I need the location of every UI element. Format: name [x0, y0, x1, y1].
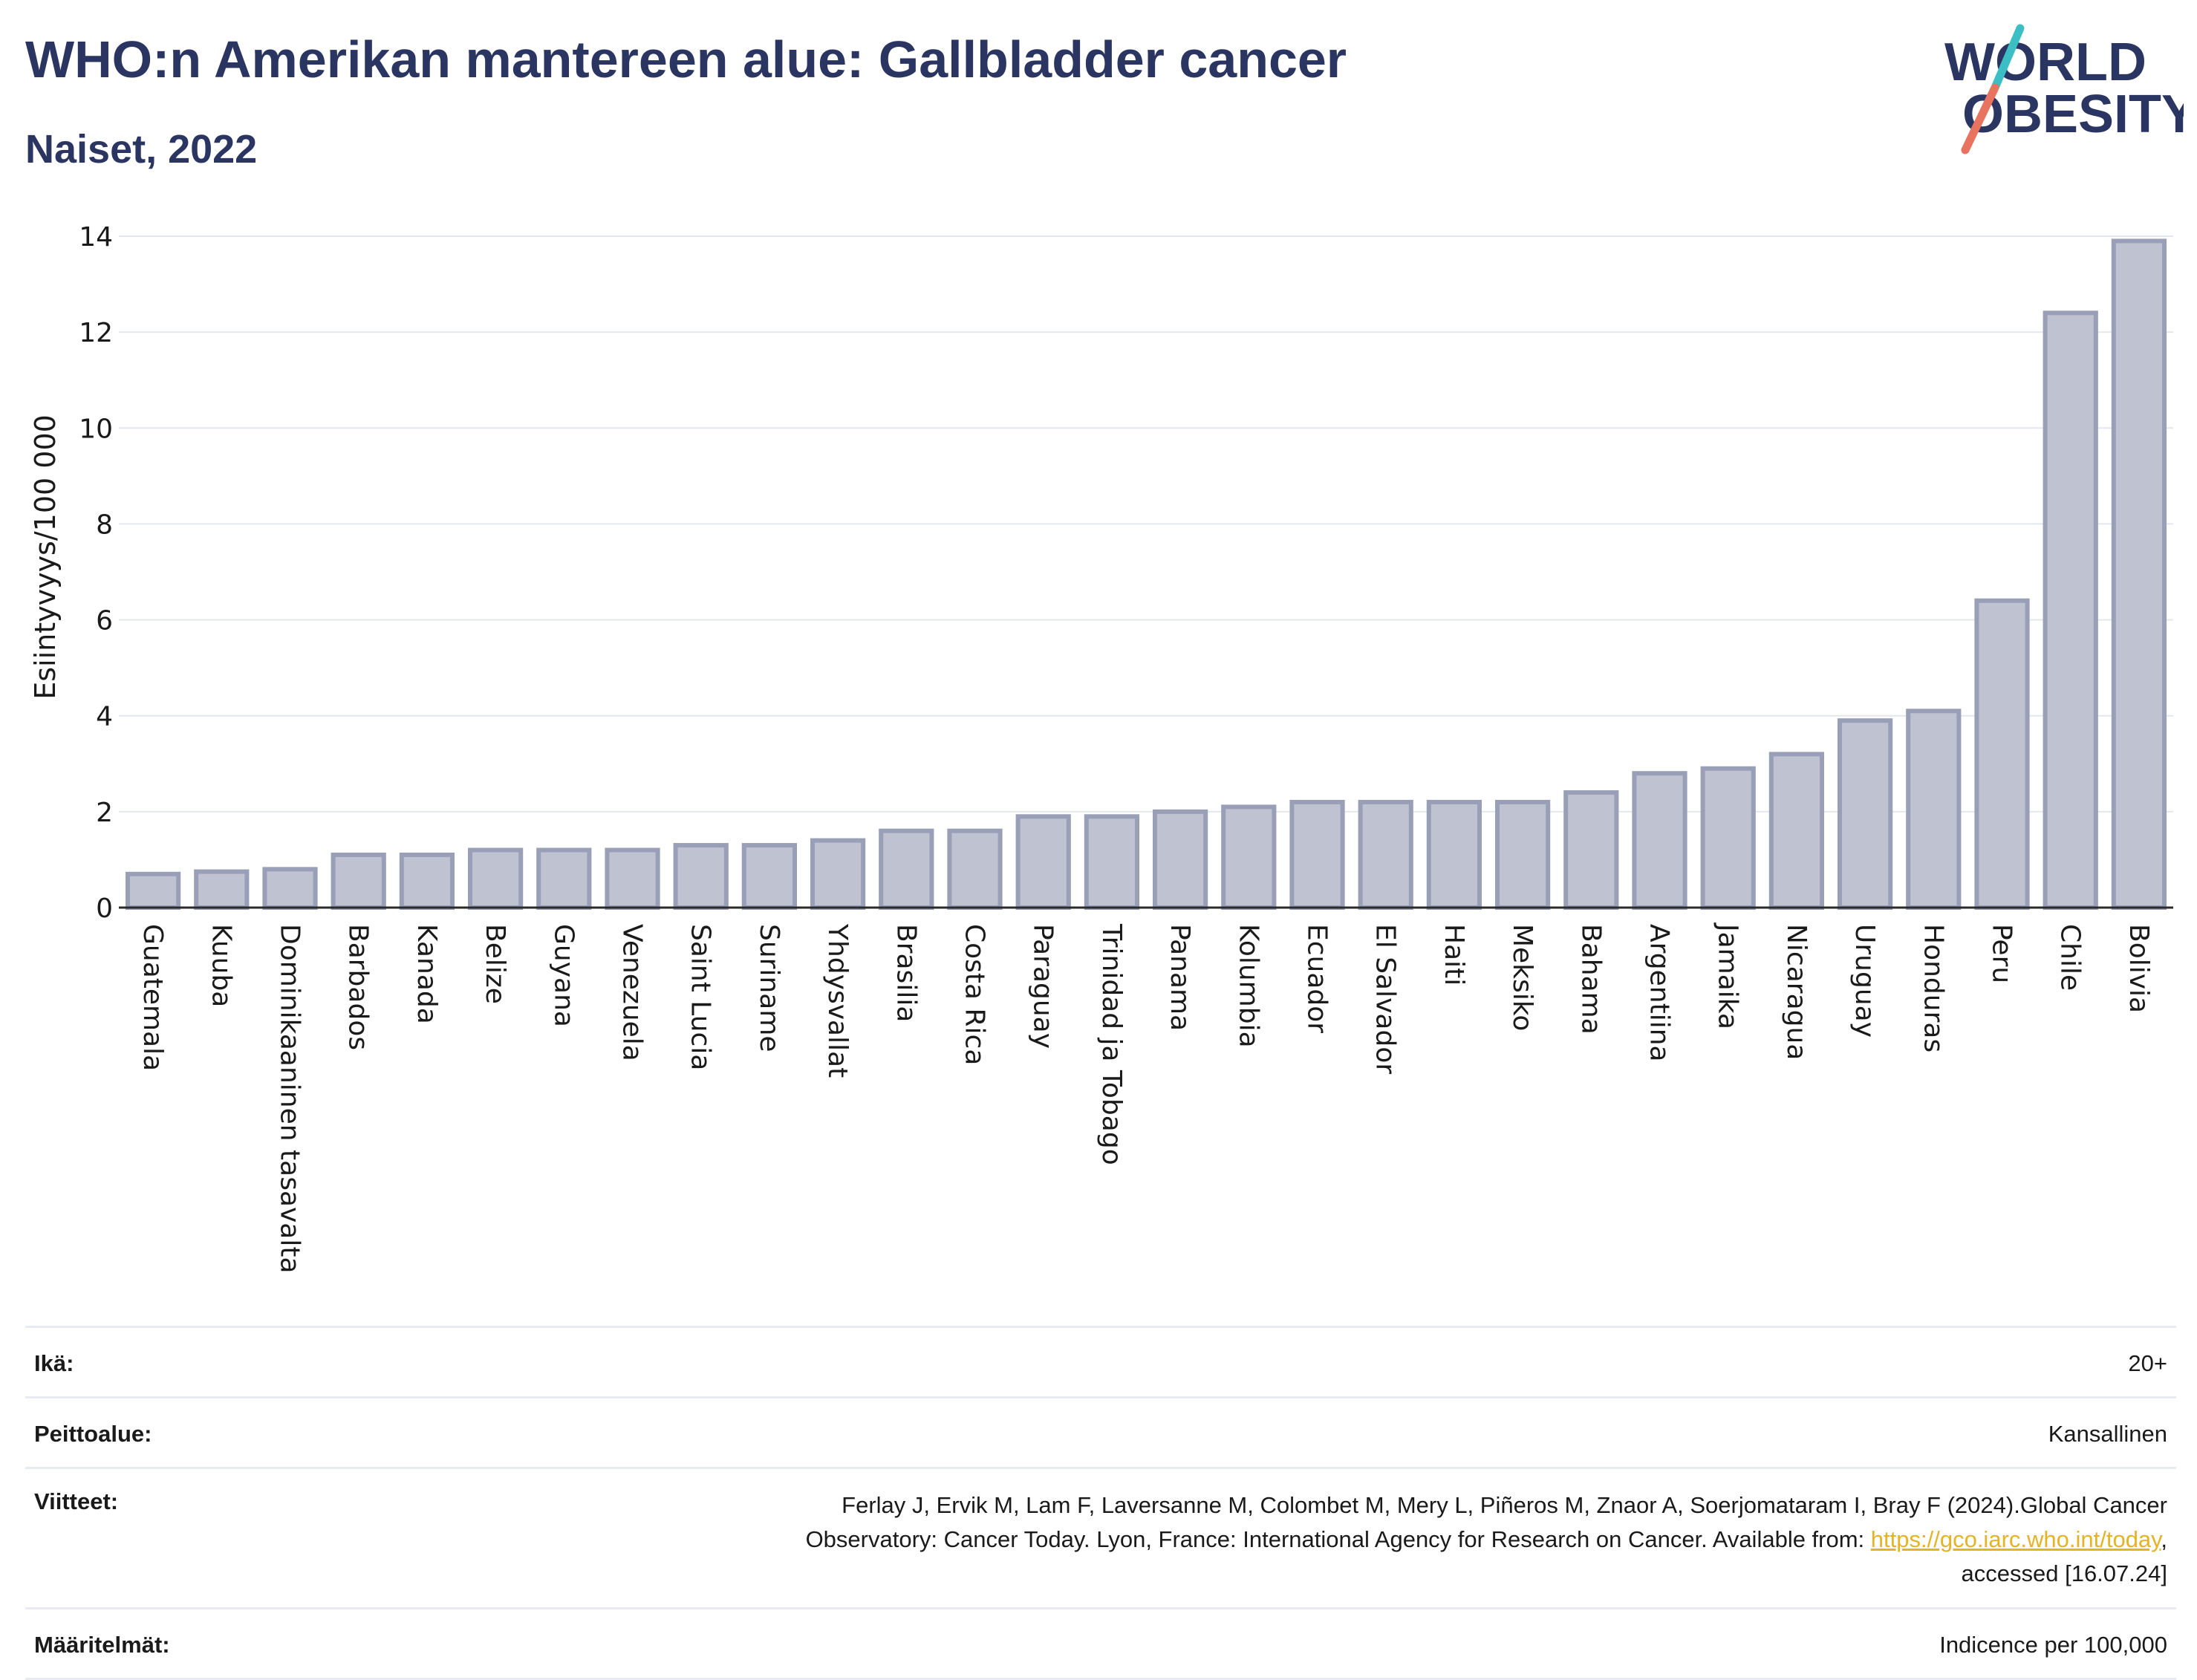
bar-kanada — [399, 852, 455, 911]
meta-row-references: Viitteet: Ferlay J, Ervik M, Lam F, Lave… — [25, 1467, 2176, 1607]
references-value: Ferlay J, Ervik M, Lam F, Laversanne M, … — [806, 1488, 2167, 1591]
gridlines — [119, 235, 2173, 813]
metadata-table: Ikä: 20+ Peittoalue: Kansallinen Viittee… — [25, 1326, 2176, 1680]
x-tick-label: Suriname — [754, 924, 784, 1052]
x-tick-label: Trinidad ja Tobago — [1096, 923, 1127, 1165]
x-tick-label: Honduras — [1918, 924, 1948, 1052]
definitions-label: Määritelmät: — [34, 1632, 170, 1658]
meta-row-definitions: Määritelmät: Indicence per 100,000 — [25, 1607, 2176, 1680]
x-tick-label: Kuuba — [206, 924, 236, 1007]
x-tick-label: El Salvador — [1370, 924, 1401, 1074]
bar-dominikaaninen-tasavalta — [262, 867, 318, 911]
bar-bahama — [1563, 790, 1619, 910]
bar-bolivia — [2111, 238, 2167, 910]
chart-title: WHO:n Amerikan mantereen alue: Gallbladd… — [25, 30, 1347, 88]
x-axis-labels: Guatemala Kuuba Dominikaaninen tasavalta Ba… — [137, 922, 2154, 1274]
x-tick-label: Argentiina — [1644, 924, 1675, 1062]
x-tick-label: Saint Lucia — [686, 924, 716, 1070]
y-tick-label: 2 — [96, 798, 113, 828]
bar-argentiina — [1632, 771, 1687, 910]
x-tick-label: Brasilia — [891, 924, 921, 1022]
x-tick-label: Peru — [1987, 924, 2017, 983]
bar-jamaika — [1700, 766, 1756, 910]
y-tick-label: 0 — [96, 893, 113, 924]
bar-belize — [467, 847, 524, 910]
y-tick-label: 6 — [96, 606, 113, 636]
bar-nicaragua — [1768, 752, 1825, 910]
x-tick-label: Belize — [480, 924, 510, 1004]
x-tick-label: Paraguay — [1028, 924, 1058, 1049]
x-tick-label: Ecuador — [1302, 924, 1332, 1033]
definitions-value: Indicence per 100,000 — [1939, 1632, 2167, 1658]
x-tick-label: Venezuela — [617, 924, 648, 1061]
y-tick-label: 12 — [79, 318, 113, 348]
references-line1: Ferlay J, Ervik M, Lam F, Laversanne M, … — [842, 1492, 2167, 1518]
x-tick-label: Guatemala — [137, 924, 168, 1071]
bar-brasilia — [879, 828, 934, 910]
bar-chile — [2043, 310, 2098, 911]
references-line3: accessed [16.07.24] — [1961, 1560, 2167, 1586]
x-tick-label: Kanada — [411, 924, 442, 1024]
bar-yhdysvallat — [810, 838, 866, 910]
y-tick-label: 4 — [96, 702, 113, 732]
bar-panama — [1152, 809, 1208, 911]
x-tick-label: Dominikaaninen tasavalta — [275, 924, 305, 1274]
age-value: 20+ — [2128, 1350, 2167, 1376]
x-tick-label: Haiti — [1439, 924, 1469, 986]
y-tick-label: 10 — [79, 414, 113, 444]
bar-honduras — [1906, 709, 1962, 910]
references-link[interactable]: https://gco.iarc.who.int/today — [1870, 1526, 2161, 1552]
bar-el-salvador — [1358, 799, 1413, 911]
x-tick-label: Jamaika — [1713, 922, 1743, 1029]
references-line2-end: , — [2161, 1526, 2167, 1552]
bar-guatemala — [125, 871, 181, 911]
bar-trinidad-ja-tobago — [1084, 814, 1140, 911]
bar-meksiko — [1494, 799, 1551, 911]
y-axis-ticks: 0 2 4 6 8 10 12 14 — [79, 222, 113, 924]
bar-paraguay — [1015, 814, 1071, 911]
references-line2: Observatory: Cancer Today. Lyon, France:… — [805, 1526, 1871, 1552]
y-tick-label: 8 — [96, 509, 113, 540]
x-tick-label: Costa Rica — [960, 924, 990, 1065]
meta-row-coverage: Peittoalue: Kansallinen — [25, 1396, 2176, 1467]
x-tick-label: Bahama — [1575, 924, 1606, 1035]
bar-haiti — [1426, 799, 1482, 911]
age-label: Ikä: — [34, 1350, 74, 1376]
x-tick-label: Yhdysvallat — [822, 923, 853, 1078]
bar-ecuador — [1289, 799, 1345, 911]
y-tick-label: 14 — [79, 222, 113, 253]
x-tick-label: Guyana — [548, 924, 579, 1027]
bar-saint-lucia — [673, 843, 729, 910]
x-tick-label: Nicaragua — [1781, 924, 1812, 1060]
x-tick-label: Barbados — [343, 924, 374, 1050]
x-tick-label: Kolumbia — [1233, 924, 1263, 1048]
coverage-label: Peittoalue: — [34, 1421, 152, 1447]
bar-kolumbia — [1221, 804, 1277, 911]
coverage-value: Kansallinen — [2048, 1421, 2167, 1447]
logo-line2: OBESITY — [1962, 85, 2184, 144]
logo-line1: WORLD — [1944, 33, 2146, 92]
y-axis-label: Esiintyvyys/100 000 — [29, 414, 62, 700]
references-label: Viitteet: — [34, 1488, 119, 1514]
x-tick-label: Bolivia — [2123, 924, 2154, 1013]
bars — [125, 238, 2167, 911]
x-tick-label: Uruguay — [1849, 924, 1880, 1038]
world-obesity-logo: WORLD OBESITY — [1931, 22, 2184, 163]
bar-guyana — [536, 847, 592, 910]
bar-suriname — [741, 843, 798, 910]
x-tick-label: Chile — [2055, 924, 2086, 991]
bar-venezuela — [605, 847, 660, 910]
bar-costa-rica — [947, 828, 1003, 910]
chart-subtitle: Naiset, 2022 — [25, 127, 258, 172]
bar-kuuba — [194, 869, 250, 910]
x-tick-label: Panama — [1165, 924, 1195, 1031]
meta-row-age: Ikä: 20+ — [25, 1326, 2176, 1396]
bar-barbados — [331, 852, 386, 911]
bar-uruguay — [1837, 718, 1893, 911]
bar-peru — [1974, 598, 2030, 910]
bar-chart: 0 2 4 6 8 10 12 14 Guatemala Kuuba Dominikaaninen… — [29, 222, 2173, 1274]
x-tick-label: Meksiko — [1507, 924, 1537, 1031]
